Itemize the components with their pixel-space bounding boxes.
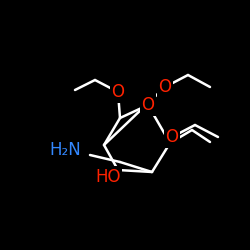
Text: O: O (142, 96, 154, 114)
Text: H₂N: H₂N (49, 141, 81, 159)
Text: O: O (158, 78, 172, 96)
Text: HO: HO (95, 168, 121, 186)
Text: O: O (112, 83, 124, 101)
Text: O: O (166, 128, 178, 146)
